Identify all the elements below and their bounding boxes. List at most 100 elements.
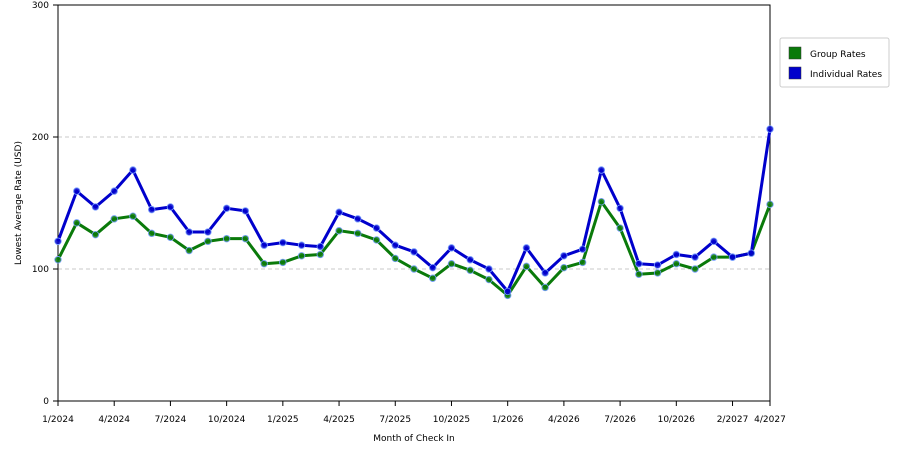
x-tick-label: 4/2027 xyxy=(754,415,786,425)
data-point-group-rates xyxy=(766,200,774,209)
data-point-group-rates xyxy=(204,237,212,245)
data-point-group-rates xyxy=(316,250,325,259)
data-point-individual-rates xyxy=(73,187,81,195)
x-tick-label: 2/2027 xyxy=(717,415,749,425)
data-point-individual-rates xyxy=(129,166,137,174)
y-tick-label: 200 xyxy=(32,133,49,143)
data-point-group-rates xyxy=(279,258,287,267)
data-point-group-rates xyxy=(522,262,531,271)
data-point-individual-rates xyxy=(503,287,512,296)
data-point-individual-rates xyxy=(485,265,493,273)
data-point-individual-rates xyxy=(728,253,737,261)
legend-label-group-rates: Group Rates xyxy=(810,50,866,60)
data-point-group-rates xyxy=(672,260,681,268)
data-point-group-rates xyxy=(241,234,250,243)
data-point-individual-rates xyxy=(147,205,156,214)
data-point-group-rates xyxy=(541,283,549,292)
data-point-group-rates xyxy=(597,197,606,206)
data-point-individual-rates xyxy=(766,125,774,133)
data-point-individual-rates xyxy=(316,242,325,251)
data-point-group-rates xyxy=(691,265,699,273)
data-point-individual-rates xyxy=(747,249,755,257)
data-point-individual-rates xyxy=(541,269,549,277)
x-axis: 1/2024 4/2024 7/2024 10/2024 1/2025 4/2025 7/2… xyxy=(42,401,786,425)
data-point-individual-rates xyxy=(635,260,643,268)
data-point-group-rates xyxy=(260,260,268,268)
data-point-individual-rates xyxy=(54,237,62,245)
data-point-group-rates xyxy=(635,270,643,278)
data-point-individual-rates xyxy=(710,237,718,245)
data-point-individual-rates xyxy=(560,252,568,260)
data-point-individual-rates xyxy=(110,187,118,195)
data-point-group-rates xyxy=(710,253,718,261)
series-group-rates xyxy=(54,197,774,300)
x-tick-label: 1/2025 xyxy=(267,415,299,425)
data-point-individual-rates xyxy=(672,250,681,259)
data-point-group-rates xyxy=(110,215,118,223)
data-point-individual-rates xyxy=(297,241,306,249)
data-point-individual-rates xyxy=(260,241,268,249)
legend-swatch-group-rates xyxy=(788,46,802,60)
plot-area xyxy=(57,4,771,402)
data-point-individual-rates xyxy=(466,256,474,264)
data-point-individual-rates xyxy=(429,263,437,272)
data-point-group-rates xyxy=(129,212,137,220)
data-point-group-rates xyxy=(91,230,100,239)
data-point-group-rates xyxy=(297,252,306,260)
y-tick-label: 100 xyxy=(32,265,49,275)
data-point-individual-rates xyxy=(616,204,624,212)
data-point-individual-rates xyxy=(279,238,287,247)
legend-swatch-individual-rates xyxy=(788,66,802,80)
data-point-group-rates xyxy=(166,233,175,242)
data-point-individual-rates xyxy=(222,204,231,212)
data-point-group-rates xyxy=(466,266,474,275)
data-point-group-rates xyxy=(578,258,587,267)
data-point-group-rates xyxy=(447,260,456,268)
x-tick-label: 10/2026 xyxy=(658,415,696,425)
data-point-individual-rates xyxy=(166,203,175,211)
data-point-group-rates xyxy=(222,234,231,243)
data-point-group-rates xyxy=(147,229,156,238)
data-point-group-rates xyxy=(653,269,662,277)
y-tick-label: 300 xyxy=(32,1,49,11)
x-tick-label: 4/2025 xyxy=(323,415,355,425)
x-tick-label: 1/2024 xyxy=(42,415,74,425)
series-individual-rates xyxy=(54,125,774,296)
data-point-group-rates xyxy=(429,274,437,282)
data-point-group-rates xyxy=(410,265,418,273)
data-point-group-rates xyxy=(560,263,568,272)
data-point-group-rates xyxy=(616,224,624,232)
x-tick-label: 7/2024 xyxy=(155,415,187,425)
x-tick-label: 10/2025 xyxy=(433,415,470,425)
x-tick-label: 1/2026 xyxy=(492,415,524,425)
data-point-group-rates xyxy=(372,236,381,244)
data-point-group-rates xyxy=(391,254,399,263)
data-point-group-rates xyxy=(485,275,493,284)
data-point-individual-rates xyxy=(354,215,362,223)
data-point-individual-rates xyxy=(410,248,418,256)
data-point-individual-rates xyxy=(653,261,662,269)
data-point-individual-rates xyxy=(91,203,100,211)
series-layer xyxy=(54,125,774,300)
data-point-individual-rates xyxy=(372,224,381,232)
data-point-individual-rates xyxy=(391,241,399,249)
data-point-individual-rates xyxy=(185,228,193,236)
data-point-individual-rates xyxy=(597,166,606,174)
x-tick-label: 7/2025 xyxy=(379,415,411,425)
x-tick-label: 7/2026 xyxy=(604,415,636,425)
y-axis: 0 100 200 300 xyxy=(32,1,58,407)
data-point-individual-rates xyxy=(447,244,456,252)
data-point-group-rates xyxy=(354,229,362,238)
data-point-individual-rates xyxy=(335,208,343,216)
x-tick-label: 4/2026 xyxy=(548,415,580,425)
data-point-individual-rates xyxy=(522,244,531,252)
data-point-group-rates xyxy=(185,246,193,255)
x-axis-title: Month of Check In xyxy=(373,434,455,444)
data-point-individual-rates xyxy=(578,245,587,253)
data-point-individual-rates xyxy=(241,207,250,215)
legend-box xyxy=(779,37,890,88)
y-tick-label: 0 xyxy=(43,397,49,407)
legend: Group Rates Individual Rates xyxy=(779,37,890,88)
x-tick-label: 4/2024 xyxy=(98,415,130,425)
